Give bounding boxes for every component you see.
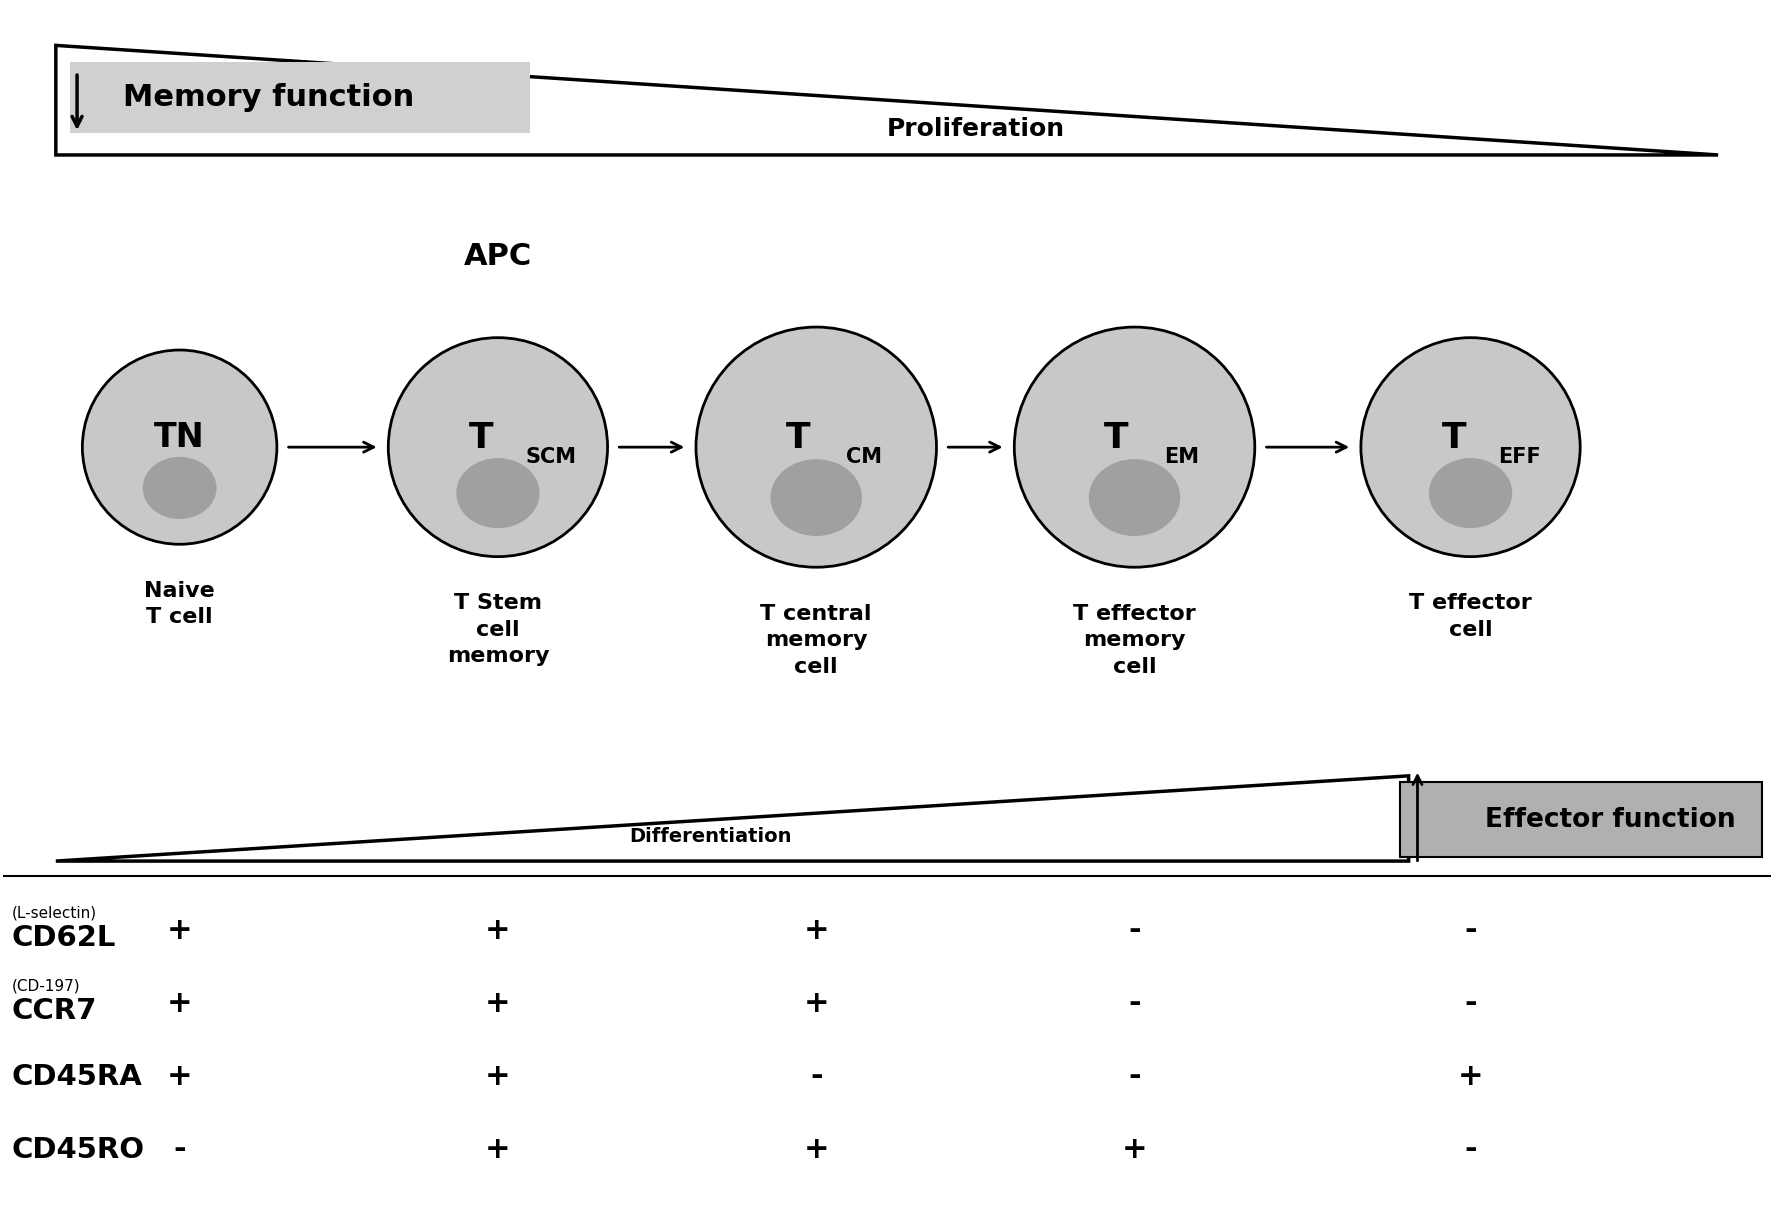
Ellipse shape [1089, 459, 1179, 536]
Text: +: + [1121, 1135, 1147, 1164]
Text: -: - [1463, 989, 1475, 1018]
Text: CD45RO: CD45RO [12, 1136, 145, 1163]
Text: -: - [1463, 1135, 1475, 1164]
Text: TN: TN [154, 421, 206, 454]
Text: CM: CM [846, 448, 881, 467]
Text: +: + [167, 989, 191, 1018]
Text: +: + [803, 916, 828, 945]
Text: Proliferation: Proliferation [886, 117, 1064, 142]
Ellipse shape [1427, 459, 1511, 528]
Text: +: + [1457, 1062, 1482, 1091]
Ellipse shape [769, 459, 862, 536]
Text: Effector function: Effector function [1484, 807, 1734, 833]
Text: T effector
cell: T effector cell [1408, 593, 1532, 640]
Text: Naive
T cell: Naive T cell [144, 581, 215, 627]
Ellipse shape [142, 457, 216, 519]
Text: +: + [484, 989, 511, 1018]
Text: -: - [1128, 989, 1140, 1018]
Text: +: + [167, 1062, 191, 1091]
Ellipse shape [82, 350, 277, 544]
Text: T: T [1103, 421, 1128, 455]
Ellipse shape [1360, 338, 1580, 556]
Text: (CD-197): (CD-197) [12, 978, 80, 994]
Text: -: - [174, 1135, 186, 1164]
Text: +: + [484, 1062, 511, 1091]
Text: EM: EM [1163, 448, 1199, 467]
Text: -: - [1463, 916, 1475, 945]
Text: +: + [484, 916, 511, 945]
Text: +: + [803, 1135, 828, 1164]
Text: +: + [803, 989, 828, 1018]
FancyBboxPatch shape [69, 62, 530, 133]
Text: T: T [468, 422, 493, 455]
Text: APC: APC [463, 242, 532, 270]
Text: -: - [1128, 916, 1140, 945]
Text: Differentiation: Differentiation [628, 828, 791, 846]
Ellipse shape [388, 338, 606, 556]
Text: T central
memory
cell: T central memory cell [761, 604, 872, 676]
Text: Memory function: Memory function [122, 83, 415, 113]
Ellipse shape [1014, 327, 1254, 567]
Text: +: + [484, 1135, 511, 1164]
Text: CCR7: CCR7 [12, 998, 98, 1025]
Text: CD62L: CD62L [12, 925, 115, 953]
Text: T Stem
cell
memory: T Stem cell memory [447, 593, 550, 667]
Text: CD45RA: CD45RA [12, 1063, 142, 1091]
FancyBboxPatch shape [1399, 781, 1761, 857]
Text: (L-selectin): (L-selectin) [12, 906, 98, 921]
Text: -: - [1128, 1062, 1140, 1091]
Text: T: T [1441, 422, 1466, 455]
Ellipse shape [456, 459, 539, 528]
Text: T: T [785, 421, 810, 455]
Text: T effector
memory
cell: T effector memory cell [1073, 604, 1195, 676]
Ellipse shape [695, 327, 936, 567]
Text: SCM: SCM [525, 448, 576, 467]
Text: +: + [167, 916, 191, 945]
Text: -: - [810, 1062, 823, 1091]
Text: EFF: EFF [1496, 448, 1539, 467]
